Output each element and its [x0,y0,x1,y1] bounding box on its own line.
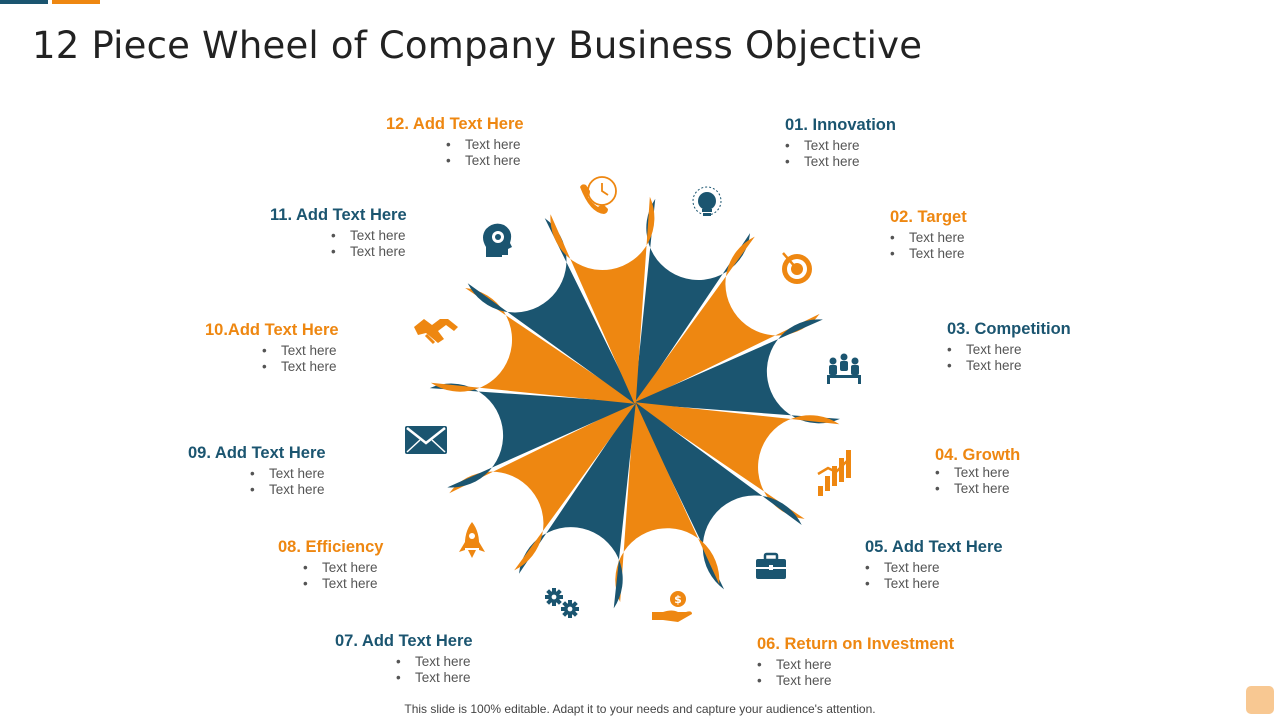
segment-04-bullet-2: Text here [935,481,1020,497]
segment-02-text: 02. Target Text hereText here [890,208,967,262]
segment-06-bullet-2: Text here [757,673,954,689]
segment-03-heading: 03. Competition [947,320,1071,338]
segment-06-heading: 06. Return on Investment [757,635,955,653]
segment-09-heading: 09. Add Text Here [188,444,326,462]
handshake-icon [407,302,465,360]
segment-09-bullet-1: Text here [250,466,326,482]
segment-05-bullet-2: Text here [865,576,1003,592]
wheel-petals [429,196,840,609]
phone-clock-icon [569,164,627,222]
segment-02-bullet-1: Text here [890,230,967,246]
rocket-icon [443,511,501,569]
segment-07-bullet-2: Text here [396,670,473,686]
segment-05-heading: 05. Add Text Here [865,538,1003,556]
petal-09 [429,383,636,488]
segment-03-text: 03. Competition Text hereText here [947,320,1071,374]
segment-11-heading: 11. Add Text Here [270,206,407,224]
team-competition-icon [815,338,873,396]
segment-10-heading: 10.Add Text Here [205,321,339,339]
petal-10 [430,287,636,404]
segment-02-heading: 02. Target [890,208,967,226]
petal-01 [634,198,751,404]
segment-12-bullet-1: Text here [446,137,524,153]
segment-01-heading: 01. Innovation [785,116,896,134]
segment-11-text: 11. Add Text Here Text hereText here [270,206,407,260]
segment-12-bullet-2: Text here [446,153,524,169]
envelope-icon [397,411,455,469]
segment-02-bullet-2: Text here [890,246,967,262]
money-hand-icon: $ [643,577,701,635]
petal-04 [634,402,840,519]
target-icon [768,238,826,296]
accent-bar-orange [52,0,100,4]
wheel-icons: $ [397,164,873,635]
segment-05-text: 05. Add Text Here Text hereText here [865,538,1003,592]
segment-12-heading: 12. Add Text Here [386,115,524,133]
slide-title: 12 Piece Wheel of Company Business Objec… [32,24,923,67]
gears-icon [533,574,591,632]
segment-03-bullet-1: Text here [947,342,1071,358]
lightbulb-icon [678,175,736,233]
segment-11-bullet-1: Text here [331,228,407,244]
petal-03 [634,319,840,424]
petal-06 [615,402,720,603]
segment-06-bullet-1: Text here [757,657,954,673]
footer-note: This slide is 100% editable. Adapt it to… [404,702,876,716]
petal-11 [467,218,636,404]
segment-07-bullet-1: Text here [396,654,473,670]
segment-08-bullet-2: Text here [303,576,383,592]
segment-10-text: 10.Add Text Here Text hereText here [205,321,339,375]
accent-bar-blue [0,0,48,4]
segment-07-text: 07. Add Text Here Text hereText here [335,632,473,686]
segment-04-text: 04. Growth Text hereText here [935,446,1020,497]
segment-04-heading: 04. Growth [935,446,1021,464]
segment-03-bullet-2: Text here [947,358,1071,374]
head-gear-icon [469,212,527,270]
segment-11-bullet-2: Text here [331,244,407,260]
segment-12-text: 12. Add Text Here Text hereText here [386,115,524,169]
segment-04-bullet-1: Text here [935,465,1020,481]
segment-10-bullet-1: Text here [262,343,339,359]
segment-01-text: 01. Innovation Text hereText here [785,116,896,170]
svg-text:$: $ [674,593,682,606]
segment-01-bullet-1: Text here [785,138,896,154]
segment-08-text: 08. Efficiency Text hereText here [278,538,383,592]
segment-09-bullet-2: Text here [250,482,326,498]
petal-02 [634,236,820,404]
petal-07 [518,402,636,609]
segment-08-heading: 08. Efficiency [278,538,384,556]
petal-08 [449,402,636,571]
segment-05-bullet-1: Text here [865,560,1003,576]
briefcase-icon [742,538,800,596]
petal-12 [550,196,655,404]
segment-07-heading: 07. Add Text Here [335,632,473,650]
segment-06-text: 06. Return on Investment Text hereText h… [757,635,954,689]
segment-10-bullet-2: Text here [262,359,339,375]
growth-chart-icon [805,447,863,505]
petal-05 [634,402,802,590]
corner-decoration [1246,686,1274,714]
segment-01-bullet-2: Text here [785,154,896,170]
segment-09-text: 09. Add Text Here Text hereText here [188,444,326,498]
segment-08-bullet-1: Text here [303,560,383,576]
